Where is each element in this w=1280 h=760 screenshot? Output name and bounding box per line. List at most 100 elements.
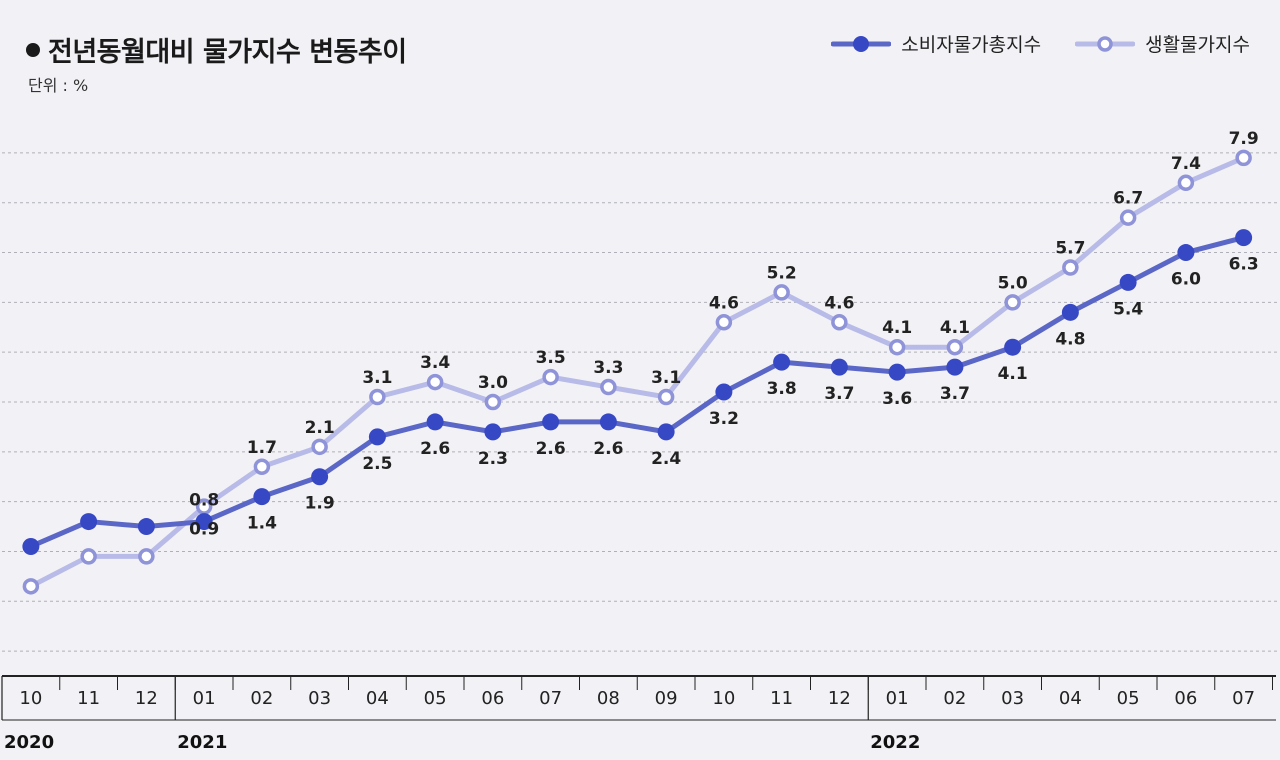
series-point-living	[1062, 259, 1079, 276]
data-label-living: 3.4	[420, 353, 450, 373]
series-point-cpi	[253, 488, 271, 506]
series-point-cpi	[830, 358, 848, 376]
data-label-living: 3.3	[593, 358, 623, 378]
data-label-cpi: 2.3	[478, 449, 508, 469]
data-label-cpi: 0.8	[189, 491, 219, 511]
chart-title: 전년동월대비 물가지수 변동추이	[48, 37, 407, 68]
series-point-living	[542, 368, 559, 386]
series-point-living	[22, 578, 40, 595]
series-point-cpi	[773, 353, 791, 371]
legend-swatch-living-icon	[1075, 35, 1136, 52]
series-point-living	[1177, 174, 1195, 192]
data-label-living: 3.0	[478, 373, 508, 393]
legend: 소비자물가총지수 생활물가지수	[831, 30, 1250, 57]
series-point-cpi	[1235, 229, 1253, 247]
series-point-cpi	[484, 423, 502, 441]
series-point-cpi	[195, 513, 213, 531]
x-tick-label: 03	[1001, 688, 1024, 709]
data-label-cpi: 3.7	[824, 384, 854, 404]
x-tick-label: 02	[250, 688, 273, 709]
series-point-cpi	[137, 518, 155, 536]
series-point-living	[1004, 294, 1021, 311]
series-point-living	[426, 373, 444, 391]
x-tick-label: 09	[655, 688, 678, 709]
x-tick-label: 06	[1174, 688, 1197, 709]
data-label-living: 4.1	[940, 318, 970, 338]
series-point-living	[715, 314, 733, 331]
x-tick-label: 01	[193, 688, 216, 709]
x-tick-label: 11	[770, 688, 793, 709]
x-tick-label: 07	[539, 688, 562, 709]
series-point-cpi	[542, 413, 560, 431]
series-point-living	[657, 388, 675, 406]
series-point-cpi	[715, 383, 733, 401]
data-label-cpi: 2.6	[420, 439, 450, 459]
data-label-cpi: 2.4	[651, 449, 681, 469]
series-point-living	[138, 548, 155, 565]
data-label-cpi: 1.9	[305, 494, 335, 514]
data-label-cpi: 6.0	[1171, 270, 1201, 290]
unit-label: 단위 : %	[28, 76, 89, 95]
data-label-living: 0.9	[189, 520, 219, 540]
year-label: 2021	[177, 732, 227, 753]
series-point-living	[773, 284, 790, 301]
series-point-living	[253, 458, 271, 476]
series-point-living	[600, 378, 617, 396]
series-point-cpi	[1004, 338, 1022, 356]
x-tick-label: 11	[77, 688, 100, 709]
data-label-cpi: 6.3	[1229, 255, 1259, 275]
series-point-living	[1235, 149, 1252, 167]
data-label-cpi: 1.4	[247, 514, 277, 534]
legend-label-living: 생활물가지수	[1145, 34, 1250, 56]
data-label-cpi: 3.6	[882, 389, 912, 409]
title-bullet-icon	[26, 42, 40, 57]
data-label-living: 4.1	[882, 318, 912, 338]
series-point-living	[888, 338, 906, 356]
series-line-living	[28, 155, 1247, 589]
series-point-cpi	[311, 468, 329, 486]
series-point-cpi	[368, 428, 386, 446]
year-label: 2020	[4, 732, 54, 753]
series-point-cpi	[1177, 244, 1195, 262]
series-line-cpi	[28, 235, 1247, 549]
x-tick-label: 12	[828, 688, 851, 709]
series-point-cpi	[946, 358, 964, 376]
x-tick-label: 07	[1232, 688, 1255, 709]
series-point-living	[1119, 209, 1137, 226]
chart-title-block: 전년동월대비 물가지수 변동추이	[26, 30, 407, 69]
data-label-cpi: 2.6	[536, 439, 566, 459]
data-label-living: 3.1	[651, 368, 681, 388]
series-point-cpi	[22, 537, 40, 555]
series-point-living	[484, 393, 502, 411]
data-label-living: 5.0	[998, 273, 1028, 293]
x-tick-label: 05	[424, 688, 447, 709]
x-tick-label: 10	[19, 688, 42, 709]
series-point-living	[946, 338, 964, 356]
series-point-living	[831, 314, 848, 331]
series-point-cpi	[888, 363, 906, 381]
legend-swatch-cpi-icon	[831, 35, 892, 52]
x-tick-label: 04	[366, 688, 389, 709]
series-point-living	[369, 388, 386, 406]
x-tick-label: 08	[597, 688, 620, 709]
data-label-cpi: 4.1	[998, 364, 1028, 384]
x-tick-label: 02	[943, 688, 966, 709]
data-label-cpi: 2.5	[362, 454, 392, 474]
x-tick-label: 04	[1059, 688, 1082, 709]
x-tick-label: 01	[886, 688, 909, 709]
x-tick-label: 06	[481, 688, 504, 709]
data-label-living: 6.7	[1113, 189, 1143, 209]
series-point-cpi	[1119, 273, 1137, 291]
data-label-cpi: 5.4	[1113, 299, 1143, 319]
data-label-living: 5.7	[1055, 238, 1085, 258]
data-label-living: 2.1	[305, 418, 335, 438]
data-label-living: 3.5	[536, 348, 566, 368]
series-point-cpi	[426, 413, 444, 431]
series-point-cpi	[1061, 303, 1079, 321]
data-label-living: 1.7	[247, 438, 277, 458]
data-label-living: 4.6	[824, 293, 854, 313]
series-point-living	[311, 438, 328, 456]
legend-item-cpi: 소비자물가총지수	[831, 30, 1041, 57]
series-point-living	[80, 548, 97, 565]
data-label-living: 3.1	[362, 368, 392, 388]
